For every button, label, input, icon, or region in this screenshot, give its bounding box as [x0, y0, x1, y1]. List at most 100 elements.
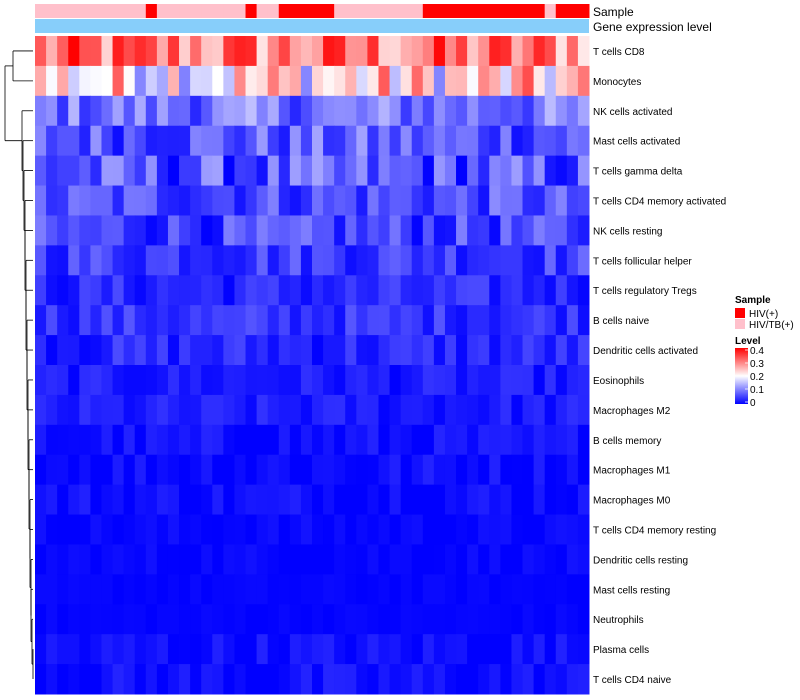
row-label: Eosinophils	[593, 376, 644, 387]
heatmap-cell	[179, 65, 191, 97]
heatmap-cell	[201, 484, 213, 516]
heatmap-cell	[522, 664, 535, 695]
heatmap-cell	[278, 514, 291, 545]
heatmap-cell	[134, 215, 147, 246]
heatmap-cell	[190, 275, 202, 306]
heatmap-cell	[112, 245, 125, 276]
heatmap-cell	[577, 65, 590, 97]
heatmap-cell	[46, 365, 58, 396]
sample-annotation-cell	[289, 4, 302, 18]
heatmap-cell	[256, 664, 269, 695]
heatmap-cell	[312, 544, 324, 575]
heatmap-cell	[68, 454, 80, 486]
heatmap-cell	[145, 185, 158, 216]
sample-annotation-cell	[245, 4, 258, 18]
sample-annotation-cell	[478, 4, 490, 18]
heatmap-cell	[500, 125, 512, 157]
heatmap-cell	[566, 305, 579, 336]
legend-group-label: HIV(+)	[749, 309, 778, 320]
heatmap-cell	[79, 305, 91, 336]
heatmap-cell	[456, 125, 468, 157]
heatmap-cell	[433, 275, 446, 306]
heatmap-cell	[356, 394, 368, 426]
sample-annotation-cell	[422, 4, 435, 18]
heatmap-cell	[467, 574, 479, 605]
legend-sample-groups: HIV(+)HIV/TB(+)	[735, 308, 794, 331]
heatmap-cell	[223, 574, 235, 605]
heatmap-cell	[79, 36, 91, 67]
heatmap-cell	[555, 514, 568, 545]
heatmap-cell	[267, 95, 280, 127]
heatmap-cell	[234, 394, 247, 426]
heatmap-cell	[478, 514, 490, 545]
heatmap-cell	[367, 245, 379, 276]
heatmap-cell	[245, 245, 258, 276]
heatmap-cell	[101, 544, 114, 575]
heatmap-cell	[489, 514, 501, 545]
heatmap-cell	[367, 484, 379, 516]
heatmap-cell	[57, 574, 69, 605]
heatmap-cell	[356, 484, 368, 516]
heatmap-cell	[245, 484, 258, 516]
heatmap-cell	[167, 424, 180, 456]
heatmap-cell	[167, 305, 180, 336]
heatmap-cell	[289, 245, 302, 276]
heatmap-cell	[190, 305, 202, 336]
heatmap-cell	[422, 125, 435, 157]
heatmap-cell	[378, 634, 391, 665]
heatmap-cell	[577, 155, 590, 187]
heatmap-cell	[245, 634, 258, 665]
heatmap-cell	[500, 664, 512, 695]
heatmap-cell	[334, 424, 346, 456]
heatmap-cell	[444, 514, 457, 545]
heatmap-cell	[511, 215, 524, 246]
heatmap-cell	[134, 365, 147, 396]
sample-annotation-cell	[389, 4, 402, 18]
heatmap-cell	[411, 215, 424, 246]
heatmap-cell	[334, 604, 346, 635]
heatmap-cell	[422, 634, 435, 665]
heatmap-cell	[422, 365, 435, 396]
legend-level-ticks: 0.4 0.3 0.2 0.1 0	[745, 346, 764, 409]
heatmap-cell	[456, 484, 468, 516]
heatmap-cell	[90, 544, 102, 575]
sample-annotation-cell	[533, 4, 546, 18]
heatmap-cell	[367, 394, 379, 426]
heatmap-cell	[57, 365, 69, 396]
heatmap-cell	[234, 155, 247, 187]
heatmap-cell	[422, 65, 435, 97]
heatmap-cell	[145, 155, 158, 187]
sample-annotation-cell	[367, 4, 379, 18]
heatmap-cell	[179, 664, 191, 695]
heatmap-cell	[179, 604, 191, 635]
heatmap-cell	[411, 454, 424, 486]
sample-annotation-cell	[79, 4, 91, 18]
heatmap-cell	[190, 125, 202, 157]
heatmap-cell	[234, 454, 247, 486]
heatmap-cell	[300, 275, 313, 306]
heatmap-cell	[345, 634, 357, 665]
heatmap-cell	[566, 574, 579, 605]
heatmap-cell	[456, 275, 468, 306]
heatmap-cell	[289, 484, 302, 516]
heatmap-cell	[35, 424, 47, 456]
heatmap-cell	[223, 514, 235, 545]
heatmap-cell	[323, 275, 335, 306]
heatmap-cell	[334, 484, 346, 516]
heatmap-cell	[489, 215, 501, 246]
sample-annotation-cell	[323, 4, 335, 18]
heatmap-cell	[345, 424, 357, 456]
heatmap-cell	[35, 664, 47, 695]
heatmap-cell	[345, 305, 357, 336]
heatmap-cell	[400, 664, 413, 695]
heatmap-cell	[57, 394, 69, 426]
heatmap-cell	[256, 365, 269, 396]
heatmap-cell	[511, 424, 524, 456]
heatmap-cell	[201, 365, 213, 396]
heatmap-cell	[389, 245, 402, 276]
heatmap-cell	[323, 245, 335, 276]
heatmap-cell	[367, 574, 379, 605]
heatmap-cell	[500, 335, 512, 366]
heatmap-cell	[544, 484, 557, 516]
heatmap-cell	[356, 544, 368, 575]
